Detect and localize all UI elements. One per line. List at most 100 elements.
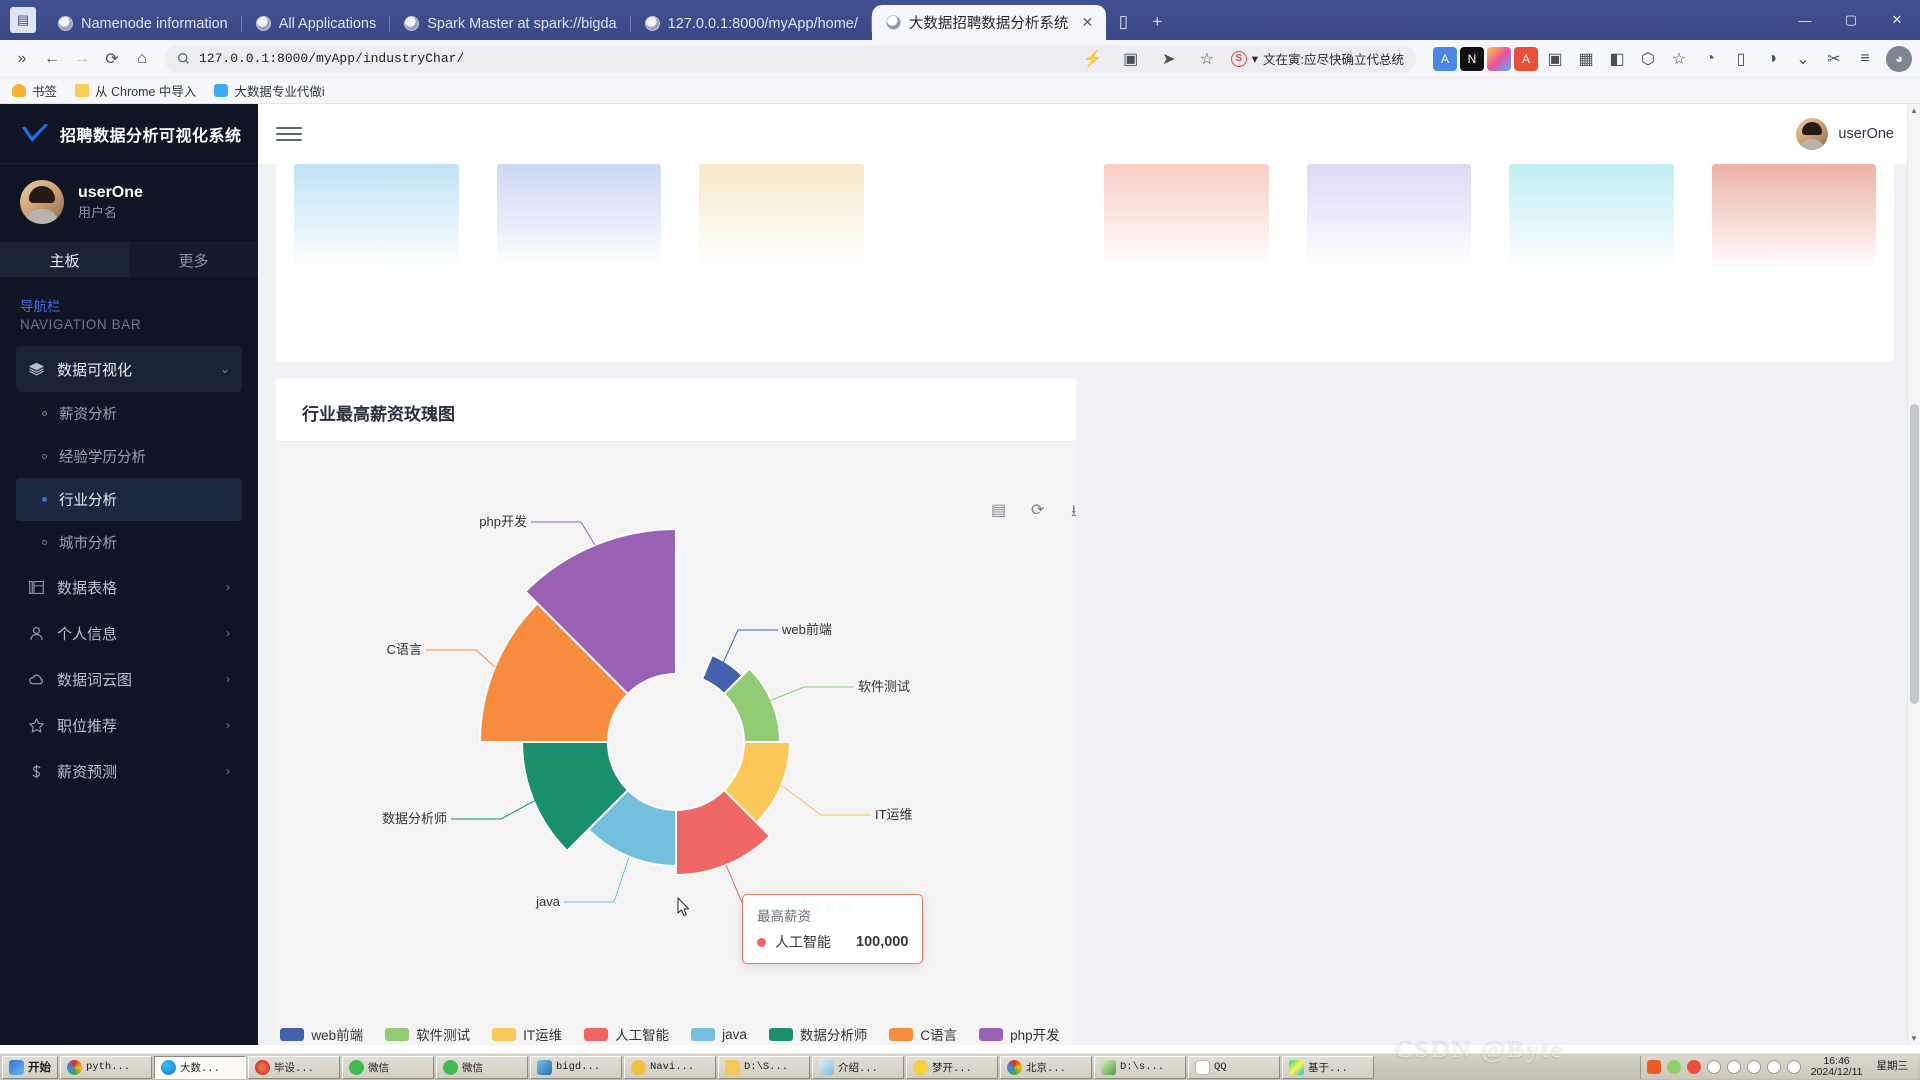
browser-tab[interactable]: Spark Master at spark://bigda [390,7,632,40]
sidebar-item-salary-prediction[interactable]: 薪资预测 › [16,748,242,794]
home-icon[interactable]: ⌂ [137,49,147,67]
taskbar-item[interactable]: D:\s... [1094,1055,1186,1079]
taskbar-item[interactable]: 基于... [1282,1055,1374,1079]
overflow-icon[interactable]: » [17,49,27,67]
close-window-icon[interactable]: ✕ [1891,12,1903,27]
minimize-icon[interactable]: — [1798,12,1812,28]
wallet-icon[interactable]: ▣ [1123,50,1139,68]
vertical-scrollbar[interactable]: ▲ ▼ [1907,104,1920,1045]
summary-tile[interactable] [294,164,459,269]
sidebar-item-data-table[interactable]: 数据表格 › [16,564,242,610]
rose-sector-ai[interactable] [675,789,771,876]
sidebar-subitem-industry-analysis[interactable]: 行业分析 [16,478,242,522]
legend-item-java[interactable]: java [691,1027,747,1042]
legend-item-software-testing[interactable]: 软件测试 [385,1024,470,1044]
news-ticker[interactable]: S ▾ 文在寅:应尽快确立代总统 [1230,49,1404,68]
maximize-icon[interactable]: ▢ [1844,12,1858,27]
taskbar-item[interactable]: 介绍... [812,1055,904,1079]
split-icon[interactable]: ◧ [1609,50,1625,68]
antivirus-icon[interactable] [1686,1060,1701,1074]
qq-tray-icon[interactable] [1766,1060,1781,1074]
history-icon[interactable]: ◔ [1705,49,1715,67]
extension-puzzle-icon[interactable]: ▣ [1547,50,1563,68]
taskbar-clock[interactable]: 16:46 2024/12/11 [1807,1055,1867,1078]
translate-extension-icon[interactable]: A [1433,46,1457,71]
summary-tile[interactable] [699,164,864,269]
legend-item-c-language[interactable]: C语言 [889,1024,957,1044]
pdf-extension-icon[interactable]: A [1514,46,1538,71]
qq-tray-icon[interactable] [1786,1060,1801,1074]
sidebar-item-word-cloud[interactable]: 数据词云图 › [16,656,242,702]
sogou-icon[interactable] [1646,1060,1661,1074]
hamburger-icon[interactable] [276,121,302,147]
sidebar-item-personal-info[interactable]: 个人信息 › [16,610,242,656]
start-button[interactable]: 开始 [2,1055,58,1079]
summary-tile[interactable] [1306,164,1471,269]
summary-tile[interactable] [1711,164,1876,269]
sidebar-subitem-salary-analysis[interactable]: 薪资分析 [16,392,242,435]
address-bar[interactable]: 127.0.0.1:8000/myApp/industryChar/ ⚡ ▣ ➤… [165,44,1416,73]
rose-sector-php-development[interactable] [524,528,677,695]
legend-item-ai[interactable]: 人工智能 [584,1024,669,1044]
qq-tray-icon[interactable] [1726,1060,1741,1074]
clip-icon[interactable]: ✂ [1827,50,1841,68]
favorite-icon[interactable]: ☆ [1671,50,1687,68]
reload-icon[interactable]: ⟳ [105,50,119,68]
summary-tile[interactable] [1104,164,1269,269]
taskbar-item[interactable]: QQ [1188,1055,1280,1079]
theme-icon[interactable]: ◑ [1767,49,1777,67]
new-tab-icon[interactable]: + [1152,12,1163,31]
save-image-icon[interactable]: ⭳ [1071,503,1077,520]
summary-tile[interactable] [901,164,1066,269]
bookmark-item[interactable]: 从 Chrome 中导入 [75,81,196,100]
grid-icon[interactable]: ▦ [1578,50,1594,68]
taskbar-item[interactable]: 梦开... [906,1055,998,1079]
taskbar-item[interactable]: bigd... [530,1055,622,1079]
sidebar-subitem-experience-education-analysis[interactable]: 经验学历分析 [16,435,242,478]
menu-icon[interactable]: ≡ [1860,49,1870,67]
forward-icon[interactable]: → [74,49,90,67]
security-icon[interactable] [1666,1060,1681,1074]
legend-item-php-development[interactable]: php开发 [979,1024,1060,1044]
data-view-icon[interactable]: ▤ [991,502,1007,519]
bookmark-item[interactable]: 书签 [12,81,57,100]
profile-avatar-icon[interactable]: ◕ [1886,45,1912,72]
mobile-icon[interactable]: ▯ [1736,50,1746,68]
tab-more[interactable]: 更多 [129,243,258,277]
qq-tray-icon[interactable] [1706,1060,1721,1074]
sidebar-profile[interactable]: userOne 用户名 [0,164,258,243]
taskbar-item[interactable]: 微信 [436,1055,528,1079]
legend-item-data-analyst[interactable]: 数据分析师 [768,1024,867,1044]
taskbar-item[interactable]: 北京... [1000,1055,1092,1079]
capture-icon[interactable]: ⬡ [1641,50,1655,68]
summary-tile[interactable] [496,164,661,269]
legend-item-it-ops[interactable]: IT运维 [492,1024,562,1044]
qq-tray-icon[interactable] [1746,1060,1761,1074]
browser-tab-active[interactable]: 大数据招聘数据分析系统 ✕ [871,5,1107,40]
sidebar-item-job-recommendation[interactable]: 职位推荐 › [16,702,242,748]
chart-canvas[interactable]: ▤ ⟳ ⭳ [276,442,1077,1045]
bookmark-item[interactable]: 大数据专业代做i [214,81,325,100]
scroll-down-arrow-icon[interactable]: ▼ [1910,1034,1918,1043]
taskbar-item[interactable]: 微信 [342,1055,434,1079]
summary-tile[interactable] [1509,164,1674,269]
bookmark-star-icon[interactable]: ☆ [1199,50,1214,68]
notion-extension-icon[interactable]: N [1460,46,1484,71]
taskbar-item[interactable]: pyth... [60,1055,152,1079]
share-icon[interactable]: ➤ [1162,50,1176,68]
downloads-caret-icon[interactable]: ⌄ [1796,50,1810,68]
taskbar-item[interactable]: D:\S... [718,1055,810,1079]
back-icon[interactable]: ← [44,49,60,67]
scroll-up-arrow-icon[interactable]: ▲ [1910,106,1918,115]
window-menu-icon[interactable]: ▤ [10,7,36,33]
close-tab-icon[interactable]: ✕ [1081,14,1094,30]
restore-icon[interactable]: ⟳ [1031,502,1045,519]
rose-sector-c-language[interactable] [479,602,629,743]
browser-tab[interactable]: 127.0.0.1:8000/myApp/home/ [631,7,873,40]
ai-extension-icon[interactable] [1487,46,1511,71]
browser-tab[interactable]: All Applications [242,7,391,40]
taskbar-item[interactable]: Navi... [624,1055,716,1079]
browser-tab[interactable]: Namenode information [44,7,242,40]
sidebar-item-data-visualization[interactable]: 数据可视化 ⌄ [16,346,242,393]
taskbar-item-active[interactable]: 大数... [154,1055,246,1079]
